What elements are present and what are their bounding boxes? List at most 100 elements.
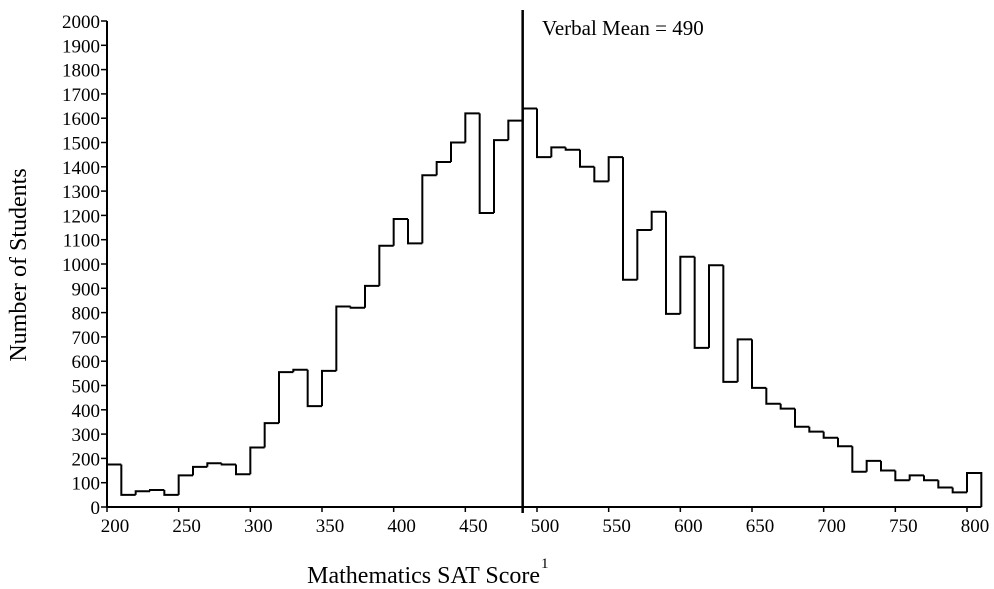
histogram-bin [636, 228, 652, 280]
histogram-bin [665, 211, 681, 315]
x-tick-label: 300 [244, 516, 273, 537]
y-tick-label: 2000 [62, 12, 100, 33]
annotation: Verbal Mean = 490 [542, 16, 704, 40]
y-tick-label: 300 [72, 425, 101, 446]
x-tick-label: 650 [746, 516, 775, 537]
footnote-mark: 1 [541, 556, 549, 572]
histogram-bin [708, 264, 724, 348]
y-tick-label: 500 [72, 377, 101, 398]
y-axis-label: Number of Students [6, 168, 32, 361]
histogram-bin [306, 369, 322, 408]
histogram-bin [923, 475, 939, 482]
y-tick-label: 1800 [62, 61, 100, 82]
x-tick-label: 550 [602, 516, 631, 537]
histogram-bin [693, 256, 709, 349]
histogram-bin [751, 339, 767, 389]
x-tick-label: 250 [172, 516, 201, 537]
histogram-bin [249, 446, 265, 475]
histogram-bin [206, 462, 222, 467]
y-tick-label: 100 [72, 474, 101, 495]
y-tick-label: 200 [72, 449, 101, 470]
histogram-bin [851, 446, 867, 473]
y-tick-label: 1200 [62, 206, 100, 227]
histogram-bin [521, 107, 537, 121]
histogram-bin [822, 431, 838, 439]
y-tick-label: 700 [72, 328, 101, 349]
histogram-bin [149, 488, 165, 492]
histogram-bin [493, 139, 509, 213]
histogram-bin [622, 157, 638, 281]
histogram-bin [579, 149, 595, 168]
histogram-bin [106, 463, 122, 507]
histogram-bin [450, 141, 466, 162]
y-tick-label: 900 [72, 279, 101, 300]
y-tick-label: 1700 [62, 85, 100, 106]
histogram-bin [765, 387, 781, 405]
x-tick-label: 800 [961, 516, 990, 537]
histogram-bin [364, 284, 380, 308]
x-tick-label: 400 [387, 516, 416, 537]
histogram-bin [292, 368, 308, 373]
histogram-bin [564, 147, 580, 151]
y-tick-label: 400 [72, 401, 101, 422]
histogram-bin [908, 474, 924, 481]
histogram-bin [794, 408, 810, 428]
y-tick-label: 1400 [62, 158, 100, 179]
x-tick-label: 750 [889, 516, 918, 537]
x-tick-label: 700 [817, 516, 846, 537]
y-tick-label: 600 [72, 352, 101, 373]
histogram-bin [550, 146, 566, 158]
histogram-bin [536, 108, 552, 159]
histogram-bin [278, 371, 294, 424]
histogram-bin [163, 489, 179, 496]
histogram-bin [421, 174, 437, 244]
x-tick-label: 350 [316, 516, 345, 537]
x-tick-label: 200 [101, 516, 130, 537]
histogram-bin [894, 470, 910, 482]
y-tick-label: 1900 [62, 36, 100, 57]
histogram-bin [335, 305, 351, 371]
histogram-bin [134, 490, 150, 495]
histogram-bin [650, 210, 666, 230]
x-tick-label: 600 [674, 516, 703, 537]
y-tick-label: 1500 [62, 134, 100, 155]
histogram-bin [937, 480, 953, 489]
histogram-bin [235, 464, 251, 476]
histogram-bin [392, 218, 408, 246]
histogram-bin [736, 338, 752, 382]
y-tick-label: 1600 [62, 109, 100, 130]
histogram-bin [722, 265, 738, 383]
histogram-bin [464, 112, 480, 143]
y-tick-label: 1300 [62, 182, 100, 203]
histogram-bin [435, 160, 451, 176]
histogram-bin [478, 113, 494, 214]
histogram-bin [808, 426, 824, 433]
y-tick-label: 1100 [63, 231, 100, 252]
histogram-bin [966, 471, 983, 507]
x-tick-label: 500 [531, 516, 560, 537]
histogram-bin [120, 464, 136, 496]
histogram-bin [349, 306, 365, 309]
histogram-bin [837, 437, 853, 448]
histogram-bin [321, 369, 337, 407]
histogram-bin [192, 465, 208, 476]
y-tick-label: 800 [72, 304, 101, 325]
x-tick-label: 450 [459, 516, 488, 537]
histogram-bin [220, 463, 236, 466]
histogram-bin [951, 487, 967, 494]
x-axis-label: Mathematics SAT Score [307, 563, 540, 589]
y-tick-label: 1000 [62, 255, 100, 276]
y-tick-label: 0 [91, 498, 101, 519]
histogram-bin [779, 403, 795, 410]
histogram-bin [378, 244, 394, 286]
histogram-bin [880, 460, 896, 472]
histogram-bin [177, 474, 193, 495]
histogram-bin [865, 459, 881, 472]
histogram-bin [507, 119, 523, 141]
histogram-bin [679, 255, 695, 314]
histogram-bin [407, 219, 423, 245]
histogram-bin [263, 422, 279, 448]
histogram-bin [607, 156, 623, 182]
histogram-bin [593, 166, 609, 183]
